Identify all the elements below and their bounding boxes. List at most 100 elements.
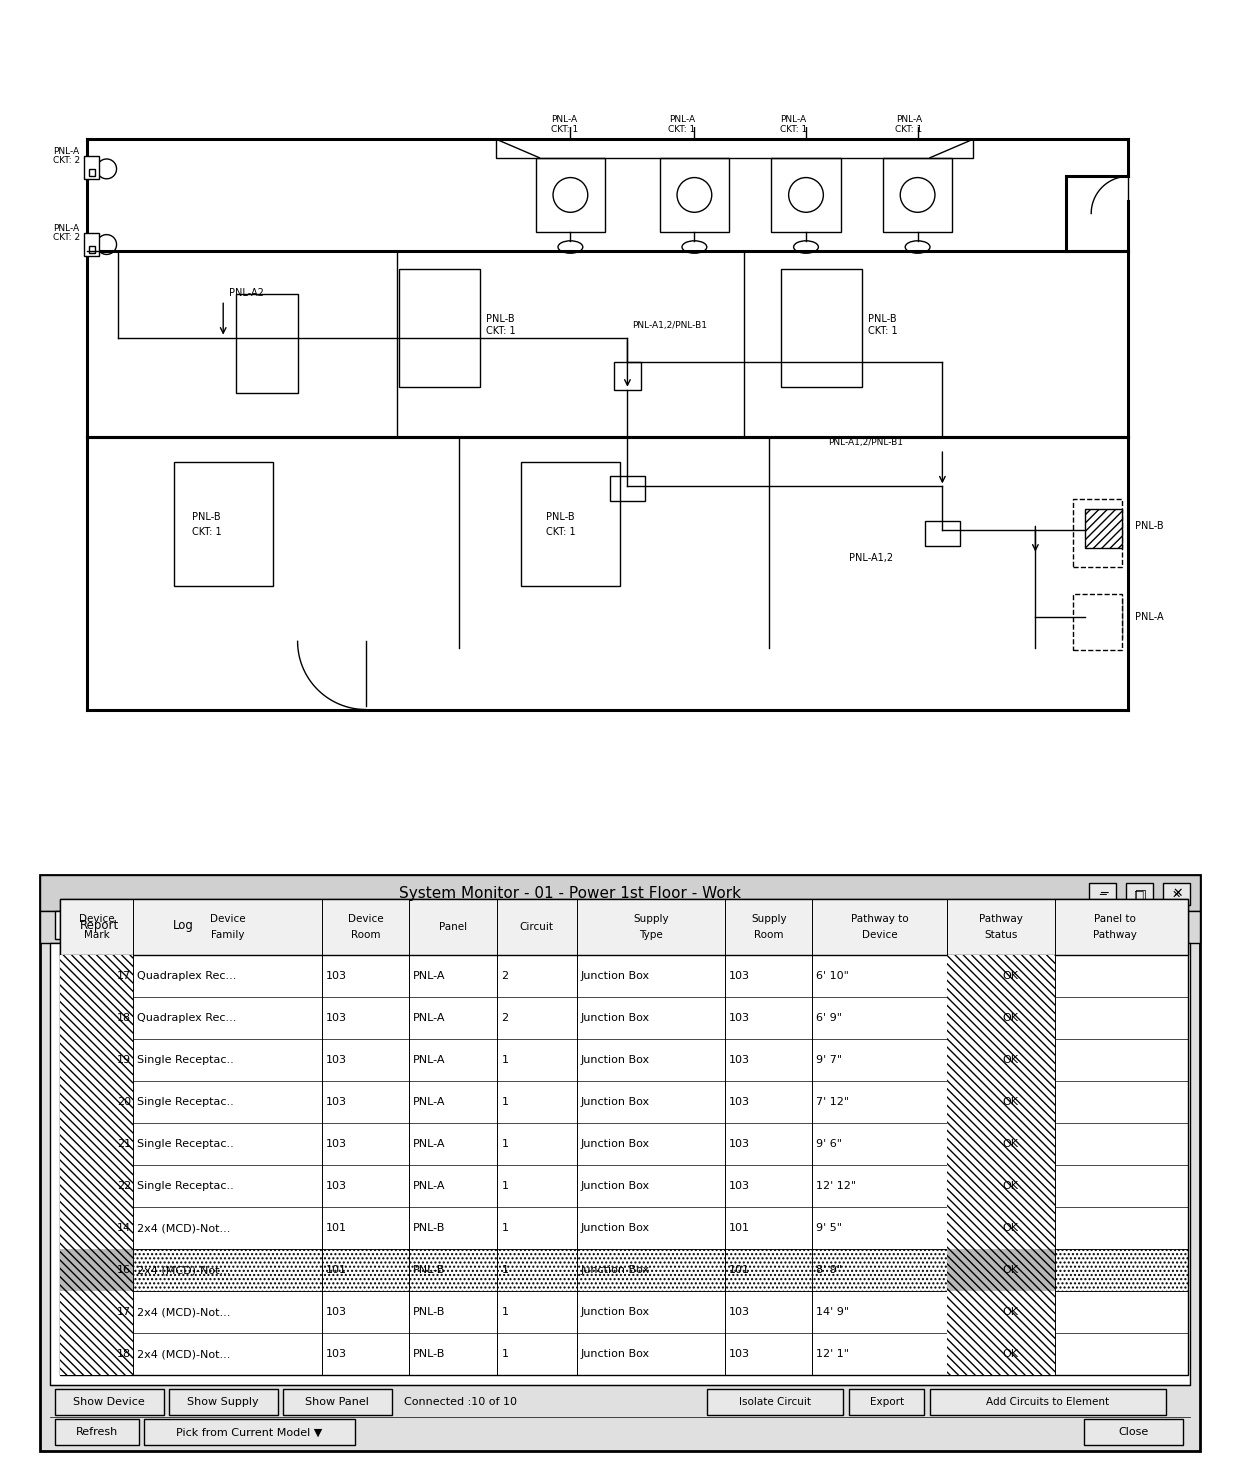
Text: PNL-B: PNL-B (413, 1223, 445, 1233)
Text: 2: 2 (501, 972, 508, 982)
Bar (89, 245, 95, 252)
Text: PNL-A: PNL-A (895, 116, 923, 125)
Bar (174, 461, 273, 586)
Text: 1: 1 (501, 1182, 508, 1192)
Bar (60, 1292, 134, 1333)
Bar (60, 1082, 134, 1123)
Text: Junction Box: Junction Box (580, 1308, 650, 1317)
Text: 2x4 (MCD)-Not...: 2x4 (MCD)-Not... (138, 1308, 231, 1317)
Bar (84, 233, 99, 255)
Text: 103: 103 (325, 1013, 346, 1023)
Text: 16: 16 (117, 1265, 131, 1276)
Text: Export: Export (869, 1398, 904, 1408)
Text: 2: 2 (501, 1013, 508, 1023)
Text: Isolate Circuit: Isolate Circuit (739, 1398, 811, 1408)
Text: 1: 1 (501, 1349, 508, 1359)
Text: Pick from Current Model ▼: Pick from Current Model ▼ (176, 1427, 322, 1437)
Text: Junction Box: Junction Box (580, 1139, 650, 1149)
Text: OK: OK (1003, 1223, 1018, 1233)
Text: Junction Box: Junction Box (580, 1013, 650, 1023)
Text: Pathway to: Pathway to (851, 915, 909, 925)
Text: OK: OK (1003, 972, 1018, 982)
Text: CKT: 1: CKT: 1 (551, 125, 578, 134)
Text: 103: 103 (325, 972, 346, 982)
Text: Show Supply: Show Supply (187, 1398, 259, 1408)
Text: 18: 18 (117, 1013, 131, 1023)
Text: 101: 101 (729, 1223, 750, 1233)
Text: Junction Box: Junction Box (580, 1349, 650, 1359)
Text: □: □ (1135, 887, 1147, 900)
Text: 7' 12": 7' 12" (816, 1098, 849, 1107)
Text: PNL-A: PNL-A (53, 147, 79, 156)
Text: OK: OK (1003, 1182, 1018, 1192)
Text: □: □ (1135, 890, 1145, 900)
Bar (1085, 597, 1122, 637)
Text: 19: 19 (117, 1055, 131, 1066)
Text: Single Receptac..: Single Receptac.. (138, 1139, 234, 1149)
Bar (60, 900, 1188, 1376)
Bar (536, 157, 605, 232)
Bar (947, 1292, 1054, 1333)
Text: 103: 103 (729, 1182, 750, 1192)
Text: Panel: Panel (439, 922, 467, 932)
Bar (55, 1420, 139, 1446)
Text: CKT: 1: CKT: 1 (868, 326, 898, 336)
Text: 103: 103 (729, 1308, 750, 1317)
Text: Refresh: Refresh (76, 1427, 118, 1437)
Bar (1073, 595, 1122, 650)
Text: Single Receptac..: Single Receptac.. (138, 1182, 234, 1192)
Text: Supply: Supply (751, 915, 786, 925)
Bar (236, 294, 298, 393)
Text: PNL-B: PNL-B (486, 314, 515, 324)
Text: PNL-A: PNL-A (1135, 612, 1163, 621)
Bar (60, 1123, 134, 1166)
Bar (55, 1389, 164, 1415)
Text: Log: Log (174, 919, 193, 932)
Text: OK: OK (1003, 1349, 1018, 1359)
Bar (947, 1123, 1054, 1166)
Bar (771, 157, 841, 232)
Text: CKT: 1: CKT: 1 (668, 125, 696, 134)
Bar (521, 461, 620, 586)
Bar (55, 912, 144, 940)
Text: 1: 1 (501, 1098, 508, 1107)
Text: PNL-A: PNL-A (780, 116, 807, 125)
Text: 12' 1": 12' 1" (816, 1349, 849, 1359)
Text: PNL-A: PNL-A (413, 1055, 445, 1066)
Text: Close: Close (1118, 1427, 1148, 1437)
Bar (1073, 499, 1122, 567)
Text: PNL-A1,2/PNL-B1: PNL-A1,2/PNL-B1 (828, 437, 903, 446)
Text: Report: Report (79, 919, 119, 932)
Text: Supply: Supply (634, 915, 668, 925)
Text: 103: 103 (729, 1139, 750, 1149)
Bar (60, 1249, 1188, 1292)
Bar (60, 1039, 134, 1082)
Text: PNL-A: PNL-A (668, 116, 696, 125)
Text: 103: 103 (729, 972, 750, 982)
Text: 103: 103 (729, 1349, 750, 1359)
Bar (883, 157, 952, 232)
Text: Single Receptac..: Single Receptac.. (138, 1055, 234, 1066)
Text: OK: OK (1003, 1139, 1018, 1149)
Text: 103: 103 (729, 1013, 750, 1023)
Bar (60, 1166, 134, 1207)
Text: PNL-A2: PNL-A2 (229, 288, 264, 298)
Text: 9' 7": 9' 7" (816, 1055, 842, 1066)
Text: PNL-A: PNL-A (413, 1013, 445, 1023)
Text: PNL-B: PNL-B (1135, 521, 1163, 531)
Bar (610, 477, 645, 501)
Bar (1163, 884, 1190, 906)
Bar (84, 157, 99, 179)
Text: Pathway: Pathway (1094, 931, 1137, 941)
Bar (89, 169, 95, 176)
Bar (60, 1249, 134, 1292)
Text: 6' 9": 6' 9" (816, 1013, 842, 1023)
Text: 18: 18 (117, 1349, 131, 1359)
Text: 17: 17 (117, 1308, 131, 1317)
Text: PNL-B: PNL-B (868, 314, 897, 324)
Text: Room: Room (754, 931, 784, 941)
Text: CKT: 1: CKT: 1 (486, 326, 516, 336)
Bar (60, 997, 134, 1039)
Text: Junction Box: Junction Box (580, 1055, 650, 1066)
Text: 1: 1 (501, 1139, 508, 1149)
